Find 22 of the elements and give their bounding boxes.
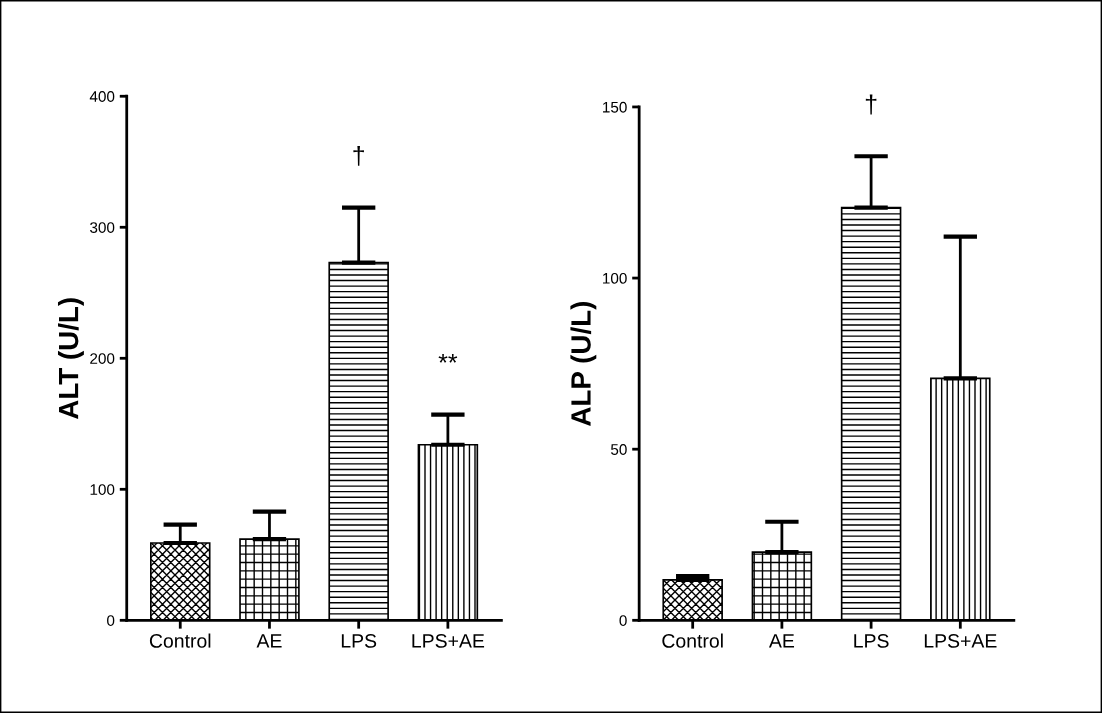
y-axis-title: ALT (U/L) (57, 298, 84, 420)
x-tick-label: AE (768, 634, 795, 648)
y-tick-label: 0 (619, 615, 627, 626)
x-tick-label: Control (662, 633, 723, 648)
y-tick-label: 300 (90, 222, 115, 233)
y-tick-label: 200 (90, 353, 115, 364)
x-tick-label: Control (149, 633, 211, 648)
annotation: † (353, 145, 364, 166)
y-tick-label: 150 (603, 101, 627, 113)
x-tick-label: LPS+AE (412, 634, 485, 648)
y-tick-label: 50 (610, 444, 627, 455)
annotation: † (865, 94, 877, 115)
y-tick-label: 100 (90, 484, 115, 495)
y-tick-label: 400 (89, 91, 115, 102)
y-tick-label: 0 (107, 615, 115, 626)
x-tick-label: LPS+AE (924, 634, 997, 648)
y-axis-title: ALP (U/L) (570, 301, 597, 426)
x-tick-label: LPS (341, 634, 377, 648)
x-tick-label: LPS (854, 634, 889, 648)
annotation: ** (438, 353, 458, 363)
y-tick-label: 100 (603, 272, 627, 284)
x-tick-label: AE (256, 634, 282, 648)
